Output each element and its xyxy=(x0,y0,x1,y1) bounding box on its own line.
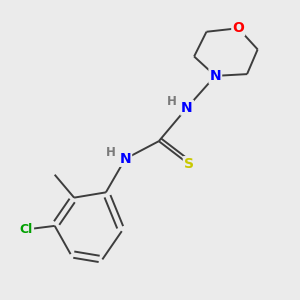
Text: N: N xyxy=(209,69,221,83)
Text: S: S xyxy=(184,157,194,171)
Text: Cl: Cl xyxy=(20,223,33,236)
Text: H: H xyxy=(106,146,116,159)
Text: N: N xyxy=(119,152,131,166)
Text: N: N xyxy=(181,100,193,115)
Text: H: H xyxy=(167,95,177,108)
Text: O: O xyxy=(232,21,244,35)
